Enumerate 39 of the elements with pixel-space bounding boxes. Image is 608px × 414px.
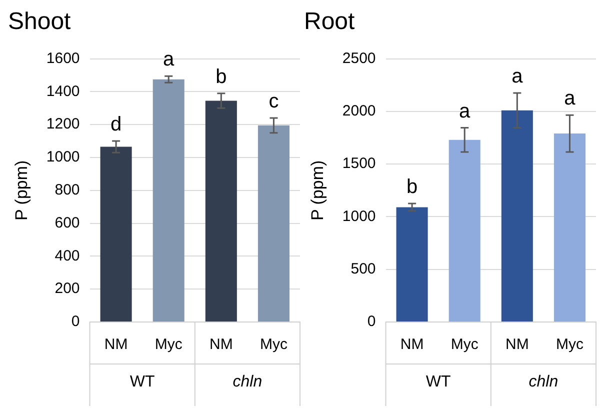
- y-tick-label: 1500: [342, 155, 376, 172]
- y-tick-label: 2000: [342, 102, 376, 120]
- text: chln: [232, 373, 262, 390]
- x-tick-label: NM: [210, 336, 233, 354]
- data-label: d: [110, 114, 122, 136]
- y-tick-label: 800: [54, 182, 80, 199]
- y-tick-label: 1600: [46, 50, 80, 67]
- x-tick-label: NM: [506, 336, 529, 354]
- chart-title: Shoot: [8, 8, 72, 36]
- y-axis-title: P (ppm): [308, 160, 327, 220]
- y-tick-label: 600: [54, 214, 80, 232]
- data-label: a: [564, 88, 576, 110]
- text: WT: [426, 373, 451, 390]
- y-tick-label: 500: [350, 260, 376, 278]
- data-label: c: [268, 90, 279, 113]
- text: WT: [130, 373, 155, 390]
- data-label: b: [406, 176, 418, 198]
- data-label: a: [459, 100, 472, 122]
- y-axis-title: P (ppm): [12, 160, 31, 220]
- text: chln: [528, 373, 558, 390]
- data-label: a: [163, 48, 176, 71]
- x-tick-label: Myc: [154, 336, 183, 354]
- y-tick-label: 0: [71, 313, 80, 330]
- y-tick-label: 200: [54, 280, 80, 298]
- y-tick-label: 1000: [342, 208, 376, 225]
- chart-title: Root: [304, 8, 356, 36]
- x-tick-label: NM: [400, 336, 424, 354]
- x-tick-label: NM: [104, 336, 128, 354]
- y-tick-label: 1000: [46, 148, 80, 166]
- y-tick-label: 1200: [46, 116, 80, 133]
- x-tick-label: Myc: [260, 336, 288, 354]
- y-tick-label: 400: [54, 247, 80, 264]
- x-tick-label: Myc: [450, 336, 479, 354]
- x-tick-label: Myc: [556, 336, 584, 354]
- y-tick-label: 1400: [46, 82, 80, 100]
- data-label: a: [512, 66, 524, 88]
- data-label: b: [216, 66, 227, 88]
- y-tick-label: 2500: [342, 50, 376, 67]
- y-tick-label: 0: [367, 313, 376, 330]
